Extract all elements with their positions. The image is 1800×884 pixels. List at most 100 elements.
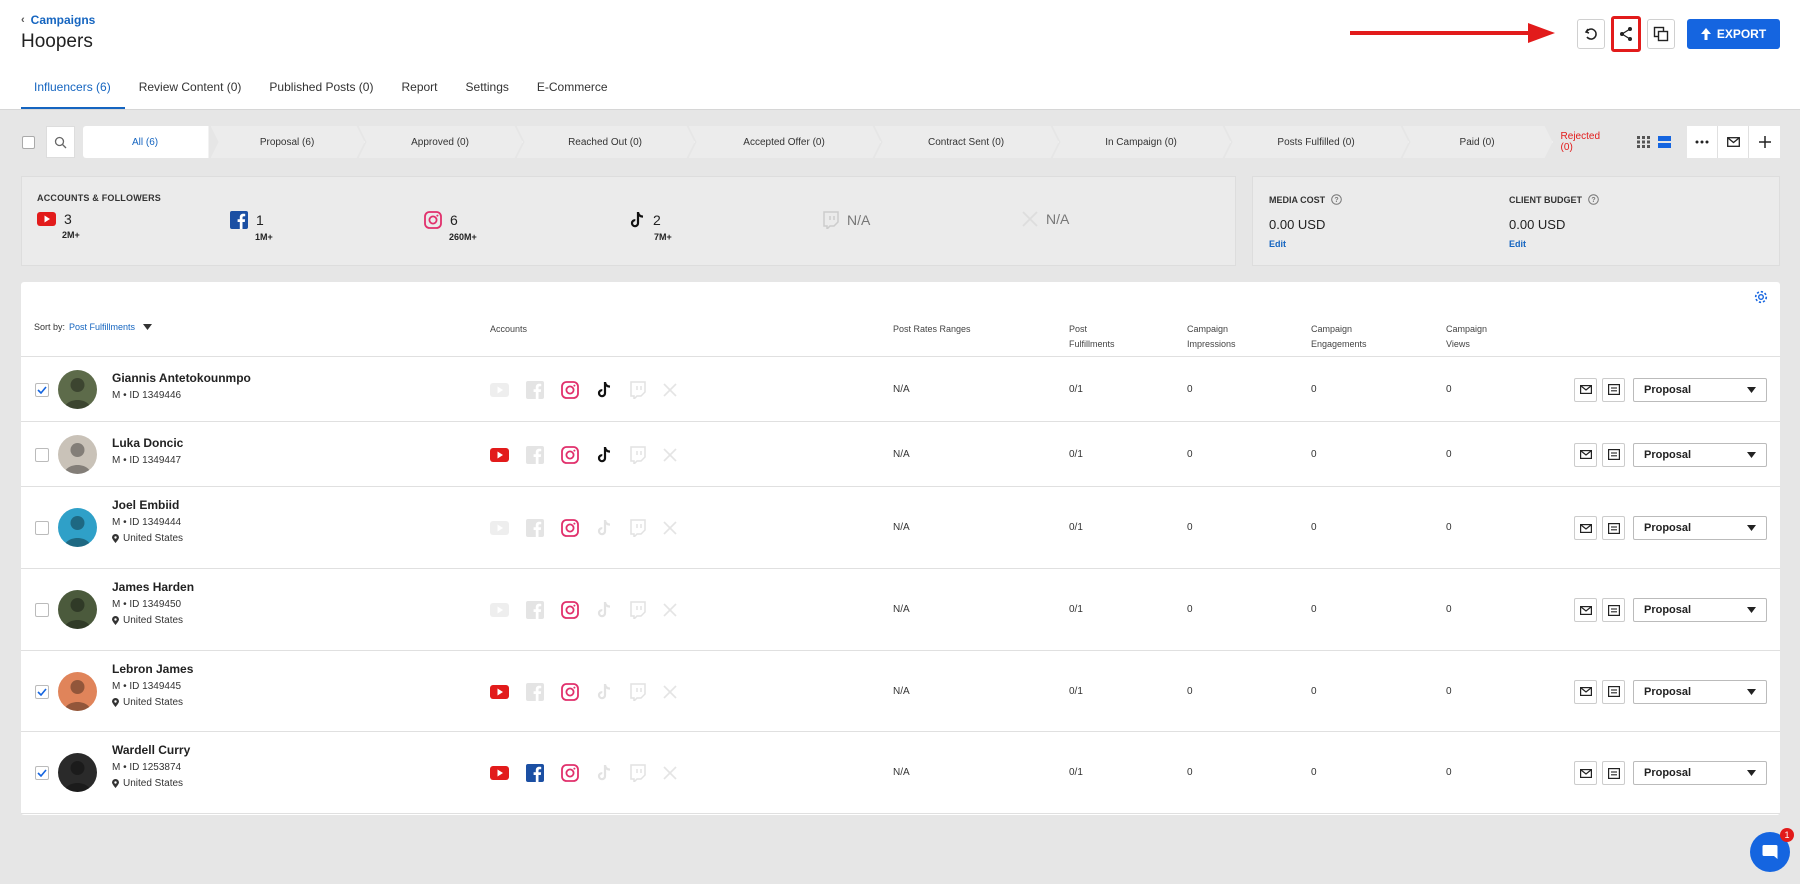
- email-button[interactable]: [1574, 516, 1597, 540]
- tab-report[interactable]: Report: [401, 80, 438, 94]
- stage-rejected[interactable]: Rejected (0): [1560, 131, 1601, 153]
- avatar[interactable]: [58, 434, 97, 474]
- facebook-icon: [526, 380, 544, 399]
- tab-published-posts[interactable]: Published Posts (0): [269, 80, 374, 94]
- client-budget-edit-link[interactable]: Edit: [1509, 239, 1526, 249]
- help-icon[interactable]: ?: [1588, 194, 1599, 205]
- avatar[interactable]: [58, 369, 97, 409]
- notes-button[interactable]: [1602, 442, 1625, 467]
- influencer-name[interactable]: James Harden: [112, 580, 195, 594]
- notes-button[interactable]: [1602, 598, 1625, 622]
- client-budget-value: 0.00 USD: [1509, 217, 1566, 232]
- notes-button[interactable]: [1602, 679, 1625, 704]
- stage-approved[interactable]: Approved (0): [359, 126, 523, 158]
- influencer-table: Sort by: Post Fulfillments Accounts Post…: [21, 282, 1780, 815]
- duplicate-button[interactable]: [1647, 19, 1675, 49]
- status-dropdown[interactable]: Proposal: [1633, 377, 1767, 402]
- grid-view-icon[interactable]: [1637, 136, 1650, 148]
- media-cost-edit-link[interactable]: Edit: [1269, 239, 1286, 249]
- influencer-name[interactable]: Luka Doncic: [112, 435, 184, 450]
- chat-launcher-button[interactable]: 1: [1750, 828, 1794, 872]
- table-row[interactable]: Lebron James M • ID 1349445 United State…: [21, 651, 1780, 732]
- breadcrumb-campaigns[interactable]: Campaigns: [30, 13, 96, 27]
- instagram-summary: 6 260M+: [424, 211, 477, 242]
- influencer-name[interactable]: Joel Embiid: [112, 498, 180, 512]
- header-campaign-engagements: Campaign Engagements: [1311, 322, 1367, 352]
- status-value: Proposal: [1644, 522, 1692, 534]
- email-button[interactable]: [1574, 442, 1597, 467]
- add-influencer-button[interactable]: [1749, 126, 1780, 158]
- row-checkbox[interactable]: [35, 382, 49, 397]
- row-checkbox[interactable]: [35, 603, 49, 617]
- table-row[interactable]: Wardell Curry M • ID 1253874 United Stat…: [21, 732, 1780, 814]
- post-rates-cell: N/A: [893, 448, 910, 460]
- email-button[interactable]: [1574, 377, 1597, 402]
- avatar[interactable]: [58, 671, 97, 711]
- status-dropdown[interactable]: Proposal: [1633, 516, 1767, 540]
- avatar[interactable]: [58, 753, 97, 792]
- table-row[interactable]: Luka Doncic M • ID 1349447 N/A 0/1 0 0 0…: [21, 422, 1780, 487]
- stage-posts-fulfilled[interactable]: Posts Fulfilled (0): [1225, 126, 1409, 158]
- status-dropdown[interactable]: Proposal: [1633, 679, 1767, 704]
- notes-button[interactable]: [1602, 377, 1625, 402]
- tab-settings[interactable]: Settings: [465, 80, 509, 94]
- email-button[interactable]: [1574, 598, 1597, 622]
- status-dropdown[interactable]: Proposal: [1633, 598, 1767, 622]
- tab-influencers[interactable]: Influencers (6): [21, 80, 125, 109]
- influencer-name[interactable]: Wardell Curry: [112, 743, 191, 757]
- tab-review-content[interactable]: Review Content (0): [138, 80, 242, 94]
- sort-value[interactable]: Post Fulfillments: [69, 322, 136, 332]
- stage-reached-out[interactable]: Reached Out (0): [517, 126, 695, 158]
- row-checkbox[interactable]: [35, 684, 49, 699]
- row-checkbox[interactable]: [35, 766, 49, 780]
- undo-button[interactable]: [1577, 19, 1605, 49]
- mail-icon: [1579, 523, 1592, 533]
- table-row[interactable]: Giannis Antetokounmpo M • ID 1349446 N/A…: [21, 357, 1780, 422]
- stage-accepted-offer[interactable]: Accepted Offer (0): [689, 126, 881, 158]
- influencer-name[interactable]: Giannis Antetokounmpo: [112, 370, 251, 385]
- email-all-button[interactable]: [1718, 126, 1749, 158]
- row-actions: Proposal: [1574, 679, 1767, 704]
- tab-e-commerce[interactable]: E-Commerce: [536, 80, 608, 94]
- more-button[interactable]: [1687, 126, 1718, 158]
- row-checkbox[interactable]: [35, 521, 49, 535]
- avatar[interactable]: [58, 590, 97, 629]
- table-row[interactable]: James Harden M • ID 1349450 United State…: [21, 569, 1780, 651]
- notes-button[interactable]: [1602, 761, 1625, 785]
- search-button[interactable]: [45, 126, 75, 158]
- table-row[interactable]: Joel Embiid M • ID 1349444 United States…: [21, 487, 1780, 569]
- email-button[interactable]: [1574, 679, 1597, 704]
- social-accounts: [490, 764, 677, 782]
- status-dropdown[interactable]: Proposal: [1633, 442, 1767, 467]
- influencer-name[interactable]: Lebron James: [112, 661, 194, 676]
- notes-button[interactable]: [1602, 516, 1625, 540]
- post-rates-cell: N/A: [893, 383, 910, 395]
- views-cell: 0: [1446, 685, 1452, 697]
- tiktok-summary: 2 7M+: [629, 211, 672, 242]
- facebook-followers: 1M+: [255, 232, 273, 242]
- row-checkbox[interactable]: [35, 447, 49, 462]
- youtube-icon: [490, 447, 509, 462]
- stage-in-campaign[interactable]: In Campaign (0): [1053, 126, 1231, 158]
- sort-control[interactable]: Sort by: Post Fulfillments: [34, 322, 153, 332]
- header-campaign-impressions: Campaign Impressions: [1187, 322, 1236, 352]
- export-button[interactable]: EXPORT: [1687, 19, 1780, 49]
- notes-icon: [1607, 604, 1620, 616]
- list-view-icon[interactable]: [1658, 136, 1671, 148]
- avatar[interactable]: [58, 508, 97, 547]
- status-dropdown[interactable]: Proposal: [1633, 761, 1767, 785]
- x-icon: [663, 447, 677, 462]
- gear-icon[interactable]: [1754, 290, 1768, 304]
- stage-all[interactable]: All (6): [82, 126, 209, 158]
- facebook-icon: [526, 764, 544, 782]
- stage-contract-sent[interactable]: Contract Sent (0): [875, 126, 1059, 158]
- email-button[interactable]: [1574, 761, 1597, 785]
- select-all-checkbox[interactable]: [22, 135, 35, 149]
- tiktok-icon: [597, 765, 611, 781]
- caret-down-icon: [143, 324, 153, 330]
- breadcrumb[interactable]: ‹ Campaigns: [21, 13, 95, 27]
- share-button[interactable]: [1611, 16, 1641, 52]
- stage-paid[interactable]: Paid (0): [1403, 126, 1553, 158]
- help-icon[interactable]: ?: [1331, 194, 1342, 205]
- stage-proposal[interactable]: Proposal (6): [211, 126, 365, 158]
